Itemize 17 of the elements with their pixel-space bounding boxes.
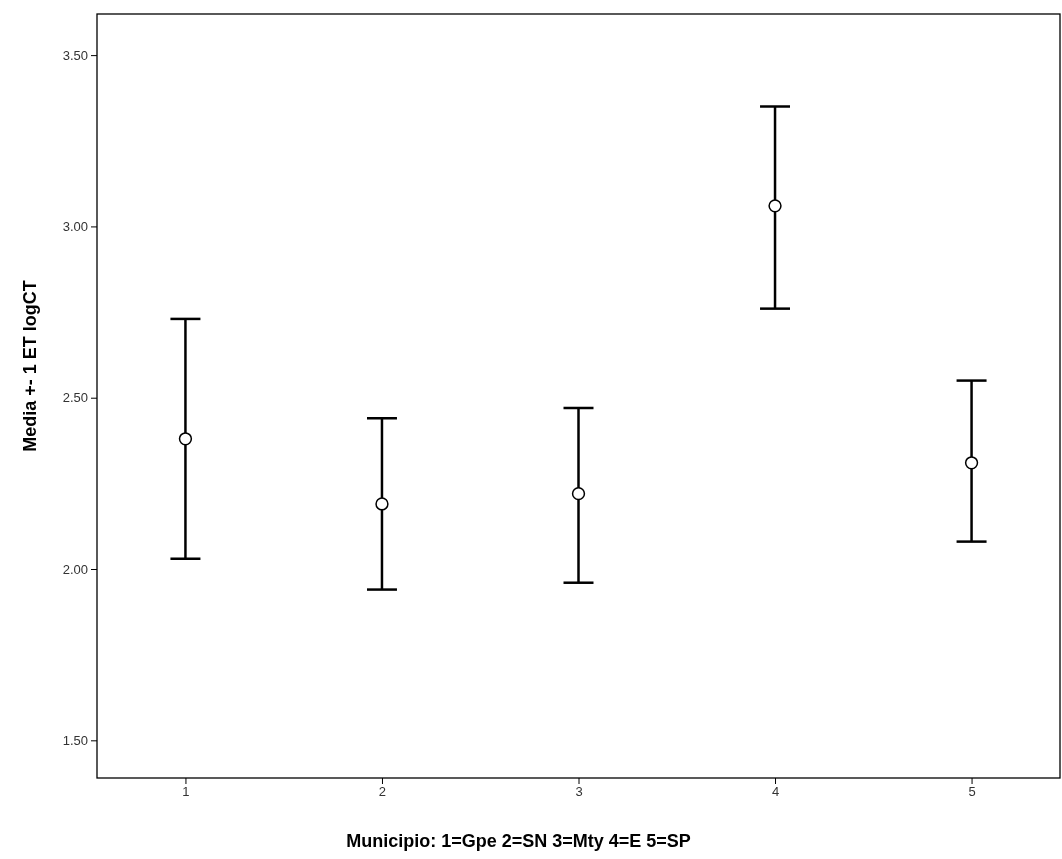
y-tick-label: 3.00 <box>62 219 88 235</box>
x-tick-label: 2 <box>378 784 387 800</box>
y-tick-label: 3.50 <box>62 47 88 63</box>
y-tick-label: 2.00 <box>62 561 88 577</box>
x-tick-label: 1 <box>182 784 190 800</box>
y-tick-label: 1.50 <box>62 732 88 748</box>
x-axis-title: Municipio: 1=Gpe 2=SN 3=Mty 4=E 5=SP <box>346 831 691 851</box>
point <box>571 486 586 501</box>
point <box>768 199 782 213</box>
x-tick-label: 3 <box>575 784 583 800</box>
y-tick-label: 2.50 <box>62 390 88 406</box>
point <box>375 497 389 511</box>
point <box>964 456 979 470</box>
y-axis-title: Media +- 1 ET logCT <box>20 280 40 452</box>
point <box>178 432 193 446</box>
x-tick-label: 5 <box>968 784 976 800</box>
x-tick-label: 4 <box>771 784 780 800</box>
